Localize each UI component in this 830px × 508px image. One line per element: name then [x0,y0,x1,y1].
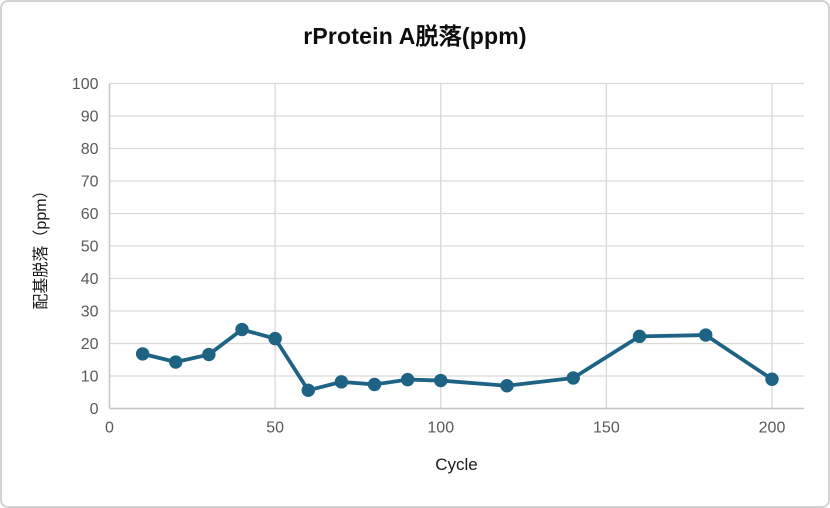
data-point [500,379,514,393]
y-tick-label: 60 [81,206,99,223]
y-tick-label: 90 [81,109,99,126]
data-point [566,371,580,385]
data-point [367,377,382,392]
y-tick-label: 0 [90,401,99,418]
y-tick-label: 50 [81,239,99,256]
data-point [268,331,282,346]
chart-title: rProtein A脱落(ppm) [303,23,527,49]
y-tick-label: 80 [81,141,99,158]
data-point [135,347,150,361]
data-point [632,329,647,344]
data-point [301,383,315,397]
x-tick-label: 100 [427,420,454,437]
y-tick-label: 10 [81,369,99,386]
y-tick-label: 100 [72,76,99,93]
x-tick-label: 150 [593,420,620,437]
data-point [235,322,249,337]
data-point [334,375,349,389]
data-point [699,328,713,342]
x-tick-label: 200 [759,420,786,437]
y-tick-label: 40 [81,271,99,288]
data-line [140,327,774,393]
x-tick-label: 50 [266,420,284,437]
data-point [400,372,415,387]
data-point [765,372,779,386]
y-tick-label: 20 [81,336,99,353]
data-point [169,355,183,369]
y-tick-label: 30 [81,304,99,321]
y-tick-label: 70 [81,174,99,191]
x-tick-label: 0 [105,420,114,437]
data-point [202,347,216,362]
data-point [434,373,448,388]
x-axis-title: Cycle [435,455,478,474]
